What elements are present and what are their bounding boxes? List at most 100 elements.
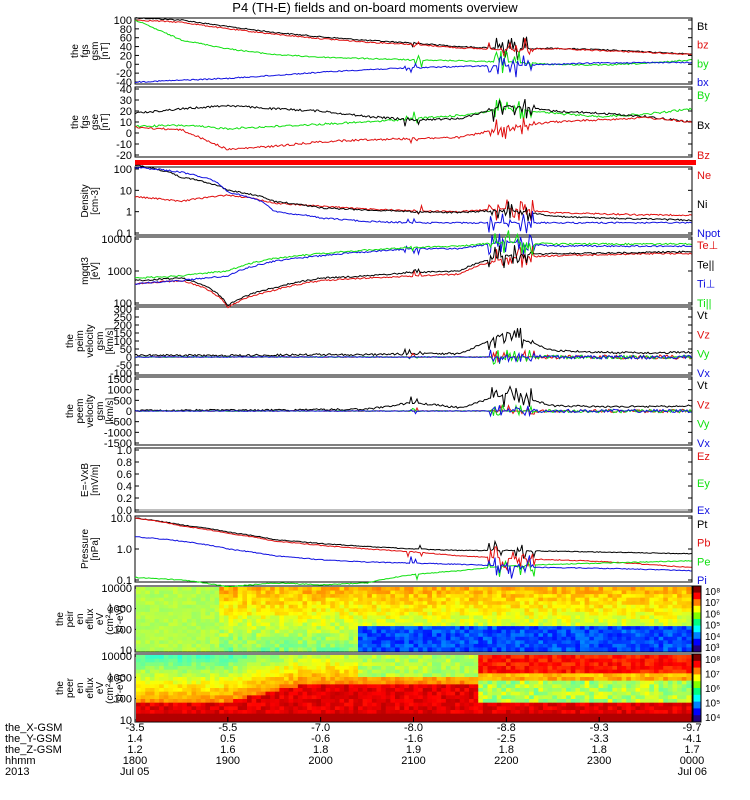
spectrogram-cell xyxy=(288,611,294,617)
spectrogram-cell xyxy=(371,587,378,592)
y-axis-label-line: (cm²-s- xyxy=(105,672,116,704)
spectrogram-cell xyxy=(325,680,331,685)
spectrogram-cell xyxy=(173,673,179,678)
spectrogram-cell xyxy=(325,647,331,652)
spectrogram-cell xyxy=(325,691,331,696)
spectrogram-cell xyxy=(464,601,470,606)
spectrogram-cell xyxy=(219,655,225,660)
spectrogram-cell xyxy=(677,629,683,634)
spectrogram-cell xyxy=(311,673,317,678)
spectrogram-cell xyxy=(260,626,267,631)
spectrogram-cell xyxy=(334,640,341,645)
spectrogram-cell xyxy=(450,640,456,645)
spectrogram-cell xyxy=(200,597,206,602)
spectrogram-cell xyxy=(358,643,364,649)
spectrogram-cell xyxy=(593,666,600,671)
spectrogram-cell xyxy=(182,699,188,704)
spectrogram-cell xyxy=(182,629,188,634)
spectrogram-cell xyxy=(302,629,308,634)
spectrogram-cell xyxy=(344,691,350,696)
spectrogram-cell xyxy=(455,710,461,715)
spectrogram-cell xyxy=(617,673,623,678)
spectrogram-cell xyxy=(307,604,313,609)
spectrogram-cell xyxy=(205,622,211,627)
spectrogram-cell xyxy=(186,622,193,627)
spectrogram-cell xyxy=(612,655,618,660)
spectrogram-cell xyxy=(432,590,438,595)
spectrogram-cell xyxy=(367,647,373,652)
spectrogram-cell xyxy=(376,640,382,645)
legend-entry: Te⊥ xyxy=(697,240,718,252)
spectrogram-cell xyxy=(390,655,396,660)
spectrogram-cell xyxy=(307,647,313,652)
spectrogram-cell xyxy=(159,615,165,620)
spectrogram-cell xyxy=(635,622,641,627)
spectrogram-cell xyxy=(159,699,165,704)
spectrogram-cell xyxy=(575,695,581,700)
spectrogram-cell xyxy=(376,662,382,667)
spectrogram-cell xyxy=(533,695,539,700)
y-axis-label-line: Pressure xyxy=(80,529,91,569)
spectrogram-cell xyxy=(478,594,484,599)
spectrogram-cell xyxy=(376,590,382,595)
spectrogram-cell xyxy=(478,629,484,634)
x-column-value: -8.8 xyxy=(497,722,516,734)
spectrogram-cell xyxy=(200,601,206,606)
spectrogram-cell xyxy=(630,710,637,715)
spectrogram-cell xyxy=(196,608,202,613)
spectrogram-cell xyxy=(644,590,650,595)
spectrogram-cell xyxy=(385,680,391,685)
spectrogram-cell xyxy=(362,587,368,592)
spectrogram-cell xyxy=(344,619,350,624)
spectrogram-cell xyxy=(154,590,160,595)
spectrogram-cell xyxy=(149,597,156,602)
spectrogram-cell xyxy=(552,713,558,718)
spectrogram-cell xyxy=(432,619,438,624)
spectrogram-cell xyxy=(640,680,646,685)
spectrogram-cell xyxy=(358,688,364,693)
spectrogram-cell xyxy=(297,655,304,660)
spectrogram-cell xyxy=(566,587,572,592)
spectrogram-cell xyxy=(399,717,405,722)
spectrogram-cell xyxy=(390,666,396,671)
spectrogram-cell xyxy=(136,629,142,634)
spectrogram-cell xyxy=(621,706,627,711)
spectrogram-cell xyxy=(445,619,452,624)
spectrogram-cell xyxy=(210,622,216,627)
spectrogram-cell xyxy=(478,710,484,715)
spectrogram-cell xyxy=(501,677,507,682)
spectrogram-cell xyxy=(145,611,151,617)
spectrogram-cell xyxy=(524,629,530,634)
spectrogram-cell xyxy=(242,666,248,671)
spectrogram-cell xyxy=(607,666,613,671)
spectrogram-cell xyxy=(145,615,151,620)
spectrogram-cell xyxy=(427,597,433,602)
spectrogram-cell xyxy=(441,647,447,652)
spectrogram-cell xyxy=(538,702,544,707)
spectrogram-cell xyxy=(376,594,382,599)
x-column-value: -3.3 xyxy=(590,733,609,745)
spectrogram-cell xyxy=(482,677,489,682)
spectrogram-cell xyxy=(510,691,516,696)
spectrogram-cell xyxy=(399,695,405,700)
spectrogram-cell xyxy=(418,713,424,718)
spectrogram-cell xyxy=(362,629,368,634)
spectrogram-cell xyxy=(353,622,359,627)
spectrogram-cell xyxy=(404,710,410,715)
legend-entry: Pe xyxy=(697,556,710,568)
spectrogram-cell xyxy=(432,680,438,685)
spectrogram-cell xyxy=(603,594,609,599)
spectrogram-cell xyxy=(270,688,276,693)
spectrogram-cell xyxy=(339,647,345,652)
spectrogram-cell xyxy=(270,680,276,685)
spectrogram-cell xyxy=(515,684,521,689)
spectrogram-cell xyxy=(376,655,382,660)
spectrogram-cell xyxy=(228,633,234,638)
spectrogram-cell xyxy=(418,695,424,700)
spectrogram-cell xyxy=(395,680,401,685)
spectrogram-cell xyxy=(547,677,553,682)
spectrogram-cell xyxy=(515,691,521,696)
spectrogram-cell xyxy=(515,619,521,624)
spectrogram-cell xyxy=(311,594,317,599)
spectrogram-cell xyxy=(163,713,169,718)
